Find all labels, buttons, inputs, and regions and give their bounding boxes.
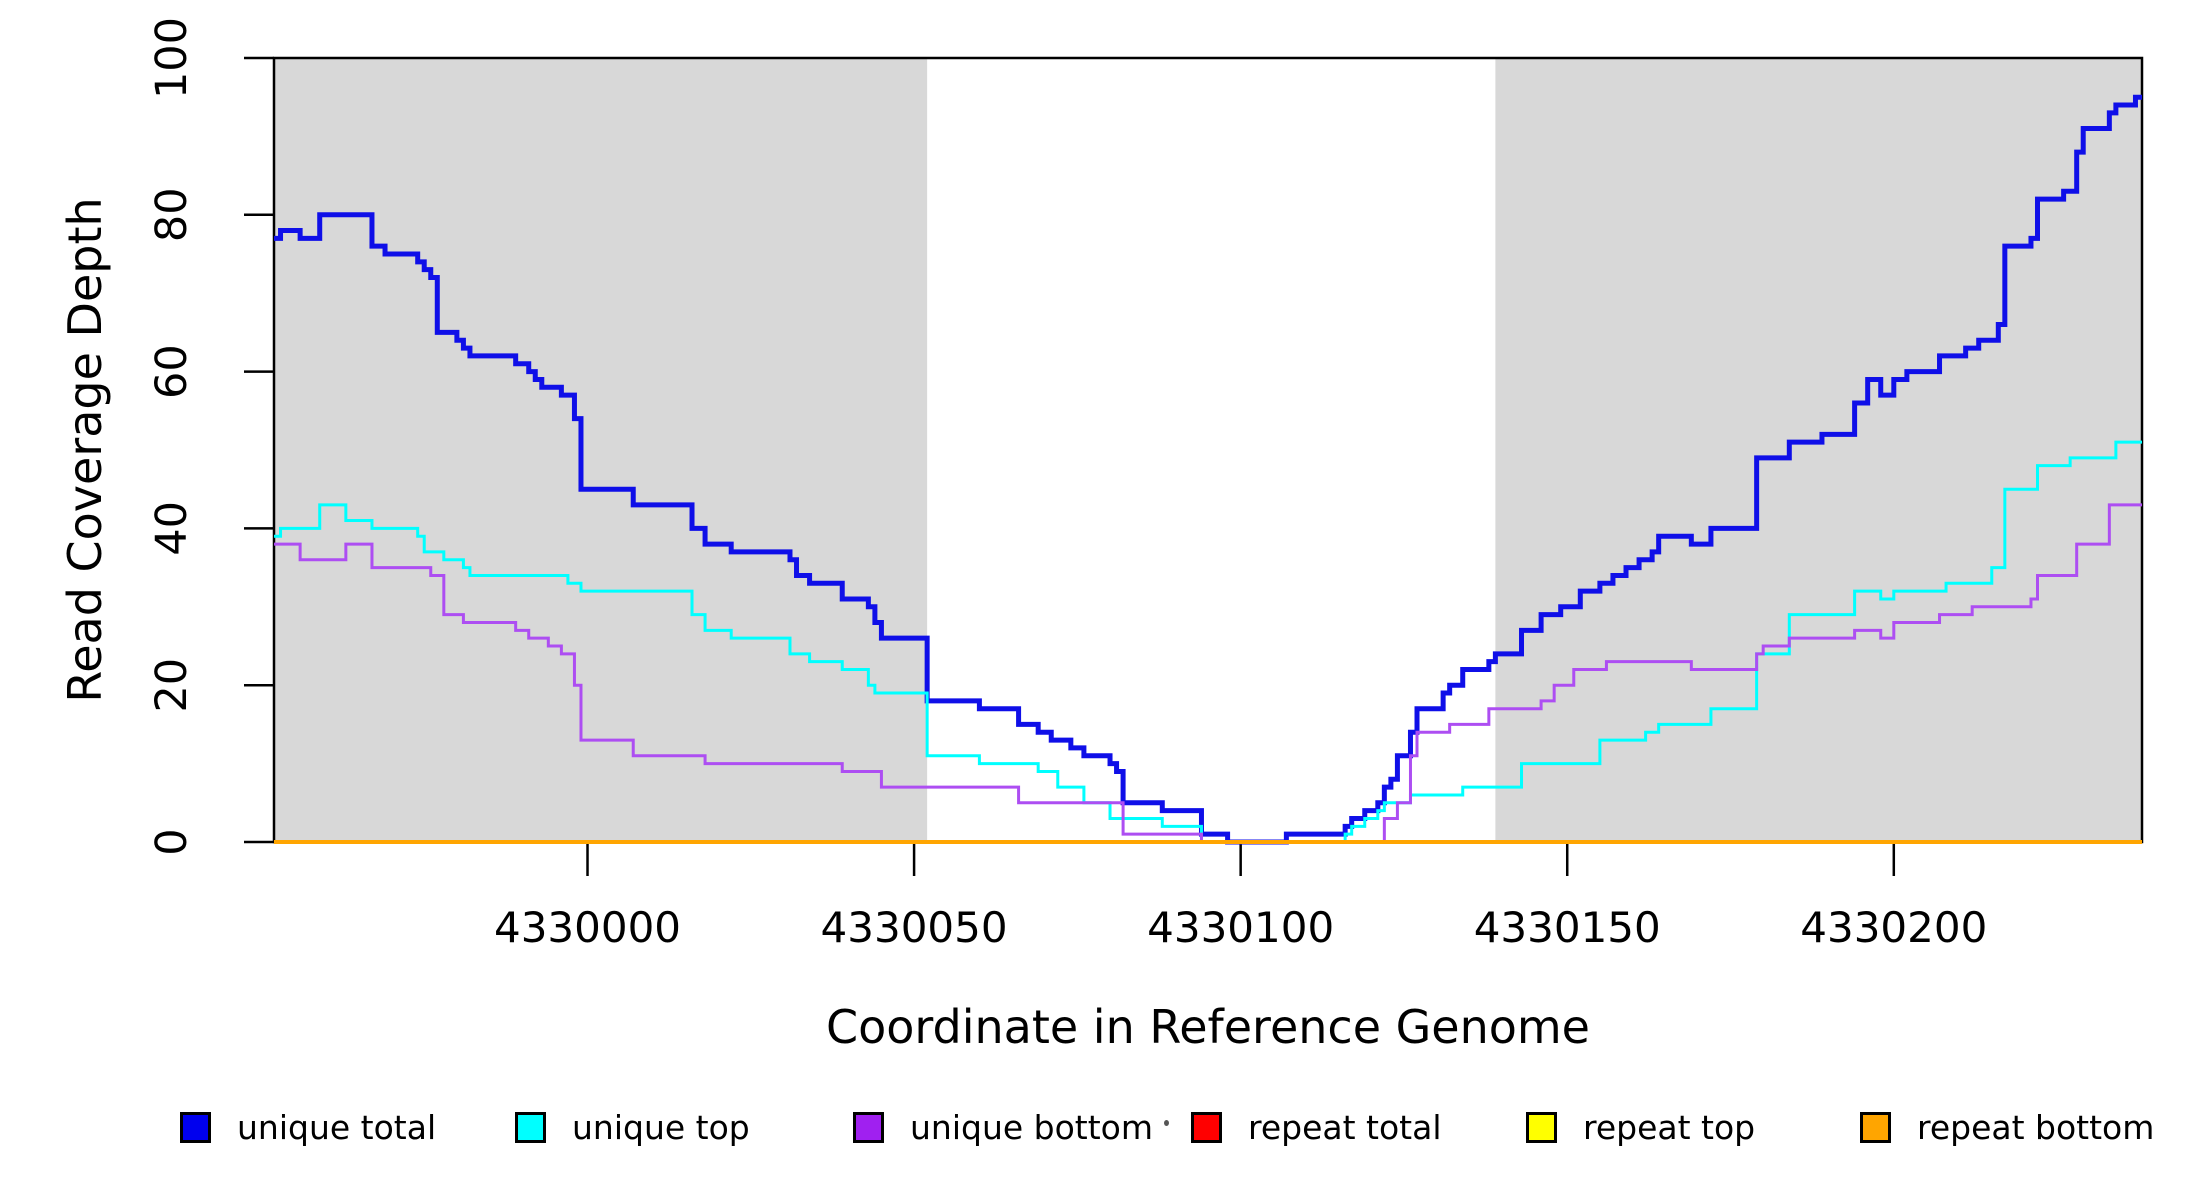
legend-item-unique-bottom: unique bottom (853, 1108, 1153, 1147)
unique-total-swatch-icon (180, 1112, 211, 1143)
legend-label: unique total (237, 1108, 437, 1147)
legend-stray-dot (1164, 1120, 1169, 1126)
shaded-region (1495, 58, 2142, 842)
legend-label: repeat bottom (1917, 1108, 2155, 1147)
x-tick-label: 4330100 (1147, 903, 1334, 952)
legend-label: repeat top (1583, 1108, 1756, 1147)
y-tick-label: 0 (147, 828, 197, 855)
legend-item-repeat-bottom: repeat bottom (1860, 1108, 2154, 1147)
series-unique-bottom (274, 503, 2142, 844)
unique-top-swatch-icon (515, 1112, 546, 1143)
y-tick-label: 40 (147, 501, 197, 556)
y-axis-title: Read Coverage Depth (58, 197, 112, 703)
legend-label: unique top (572, 1108, 750, 1147)
series-unique-top (274, 440, 2142, 844)
repeat-total-swatch-icon (1191, 1112, 1222, 1143)
x-tick-label: 4330150 (1474, 903, 1661, 952)
legend-item-repeat-total: repeat total (1191, 1108, 1442, 1147)
legend-item-repeat-top: repeat top (1526, 1108, 1755, 1147)
legend-item-unique-top: unique top (515, 1108, 750, 1147)
y-tick-label: 80 (147, 187, 197, 242)
repeat-bottom-swatch-icon (1860, 1112, 1891, 1143)
x-tick-label: 4330050 (821, 903, 1008, 952)
legend-item-unique-total: unique total (180, 1108, 436, 1147)
y-tick-label: 20 (147, 658, 197, 713)
x-tick-label: 4330200 (1800, 903, 1987, 952)
y-tick-label: 60 (147, 344, 197, 399)
x-tick-label: 4330000 (494, 903, 681, 952)
shaded-region (274, 58, 928, 842)
y-tick-label: 100 (147, 17, 197, 99)
legend-label: repeat total (1248, 1108, 1442, 1147)
series-unique-total (274, 94, 2142, 845)
chart-legend: unique total unique top unique bottom re… (0, 1108, 2200, 1168)
repeat-top-swatch-icon (1526, 1112, 1557, 1143)
legend-label: unique bottom (910, 1108, 1154, 1147)
unique-bottom-swatch-icon (853, 1112, 884, 1143)
x-axis-title: Coordinate in Reference Genome (826, 1000, 1590, 1054)
